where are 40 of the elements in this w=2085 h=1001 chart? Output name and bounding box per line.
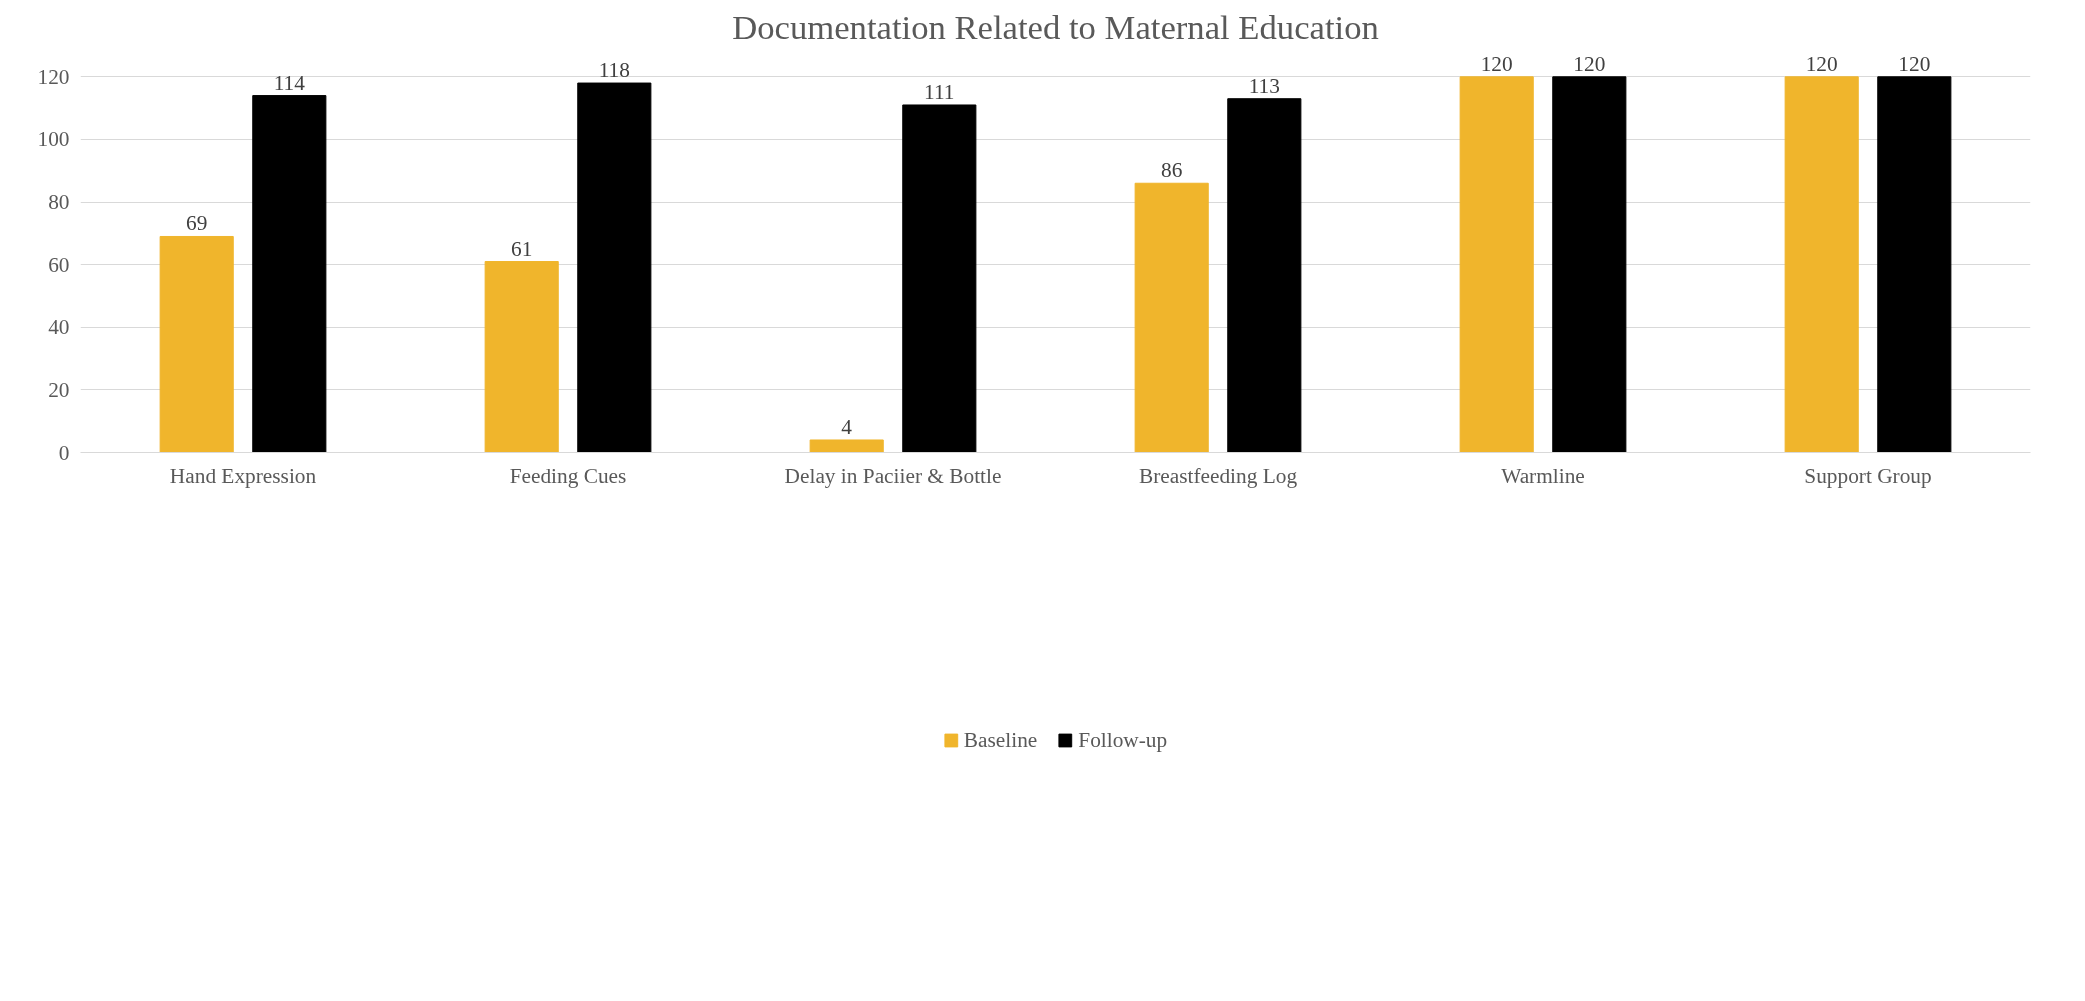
bar: [1877, 76, 1952, 453]
legend-label: Follow-up: [1078, 727, 1168, 753]
bar: [1134, 182, 1209, 453]
bar: [484, 261, 559, 453]
y-tick-label: 40: [48, 315, 70, 340]
y-tick-label: 20: [48, 377, 70, 402]
x-tick-label: Breastfeeding Log: [1138, 463, 1298, 488]
bar: [577, 82, 652, 453]
x-tick-label: Warmline: [1501, 463, 1585, 488]
x-tick-label: Support Group: [1804, 463, 1932, 488]
y-tick-label: 60: [48, 252, 70, 277]
data-label: 113: [1248, 73, 1280, 98]
y-tick-label: 100: [37, 127, 70, 152]
data-label: 120: [1480, 51, 1513, 76]
data-label: 4: [841, 414, 853, 439]
bar: [159, 235, 234, 453]
x-tick-label: Delay in Paciier & Bottle: [784, 463, 1002, 488]
y-tick-label: 80: [48, 190, 70, 215]
data-label: 120: [1898, 51, 1931, 76]
bar: [1459, 76, 1534, 453]
data-label: 118: [598, 58, 630, 83]
data-label: 61: [511, 236, 533, 261]
bar: [1784, 76, 1859, 453]
x-tick-label: Hand Expression: [169, 463, 317, 488]
y-tick-label: 120: [37, 64, 70, 89]
bar: [252, 95, 327, 453]
y-tick-label: 0: [58, 440, 70, 465]
bar: [902, 104, 977, 453]
bar: [809, 439, 884, 453]
legend-label: Baseline: [963, 727, 1038, 753]
x-tick-label: Feeding Cues: [509, 463, 627, 488]
data-label: 86: [1161, 158, 1183, 183]
chart-title: Documentation Related to Maternal Education: [732, 7, 1379, 46]
data-label: 69: [186, 211, 208, 236]
bar: [1227, 98, 1302, 453]
data-label: 111: [924, 79, 955, 104]
data-label: 120: [1805, 51, 1838, 76]
bar: [1552, 76, 1627, 453]
data-label: 120: [1573, 51, 1606, 76]
data-label: 114: [273, 70, 306, 95]
